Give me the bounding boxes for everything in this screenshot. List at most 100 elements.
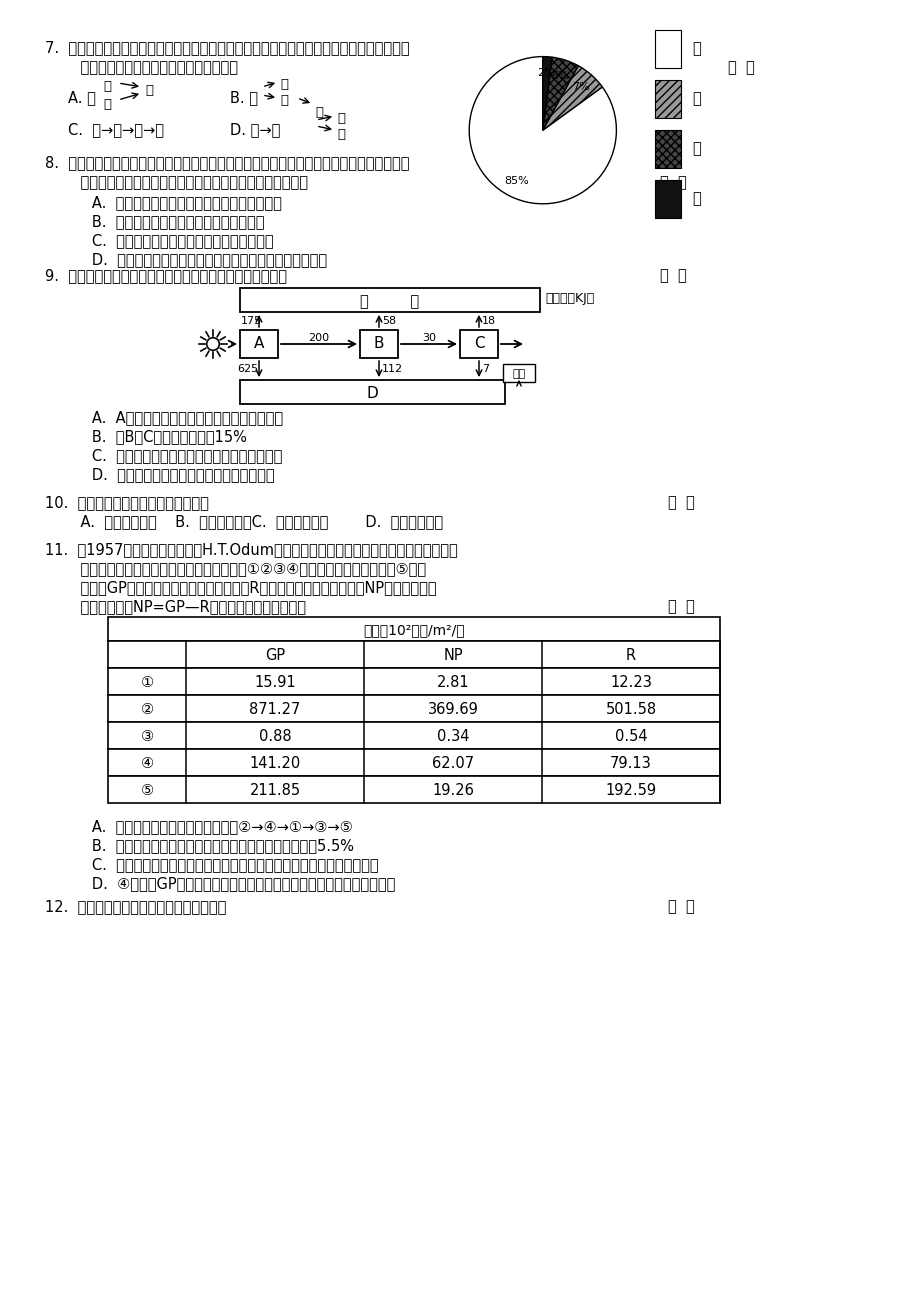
Text: 0.34: 0.34 — [437, 729, 469, 743]
FancyBboxPatch shape — [108, 617, 720, 641]
Bar — [654, 130, 680, 168]
Text: （  ）: （ ） — [667, 599, 694, 615]
Text: 625: 625 — [237, 365, 258, 374]
Text: 丁: 丁 — [145, 83, 153, 96]
Text: （  ）: （ ） — [659, 174, 686, 190]
Text: NP: NP — [443, 648, 462, 663]
Text: GP: GP — [265, 648, 285, 663]
Text: 2%: 2% — [537, 68, 555, 78]
Text: 112: 112 — [381, 365, 403, 374]
Text: （  ）: （ ） — [727, 60, 754, 76]
Text: D.  ④营养级GP的去向中，未被利用的能量有一部分残留在自身的粪便中: D. ④营养级GP的去向中，未被利用的能量有一部分残留在自身的粪便中 — [78, 876, 395, 891]
Text: 丙: 丙 — [691, 142, 700, 156]
Text: A.  A固定的太阳能是流经此生态系统的总能量: A. A固定的太阳能是流经此生态系统的总能量 — [78, 410, 283, 424]
Bar — [654, 81, 680, 117]
Text: B.  由B到C的能量传递率是15%: B. 由B到C的能量传递率是15% — [78, 428, 246, 444]
Text: 12.23: 12.23 — [609, 674, 652, 690]
Text: 乙: 乙 — [103, 79, 111, 92]
Text: 11.  在1957年，美国的生态学家H.T.Odum对佛里达州的银泉进行了生态系统营养级和能量: 11. 在1957年，美国的生态学家H.T.Odum对佛里达州的银泉进行了生态系… — [45, 542, 458, 557]
Text: A.  生态系统能量流动的渠道可能是②→④→①→③→⑤: A. 生态系统能量流动的渠道可能是②→④→①→③→⑤ — [78, 819, 352, 835]
FancyBboxPatch shape — [240, 329, 278, 358]
Text: ⑤: ⑤ — [141, 783, 153, 798]
Text: 9.  下图为某生态系统能量传递示意图。有关叙述不正确的是: 9. 下图为某生态系统能量传递示意图。有关叙述不正确的是 — [45, 268, 287, 283]
Text: 30: 30 — [422, 333, 436, 342]
Text: ③: ③ — [141, 729, 153, 743]
Text: 甲: 甲 — [691, 42, 700, 56]
FancyBboxPatch shape — [240, 288, 539, 312]
FancyBboxPatch shape — [359, 329, 398, 358]
Text: 甲: 甲 — [279, 78, 288, 91]
Text: 乙: 乙 — [691, 91, 700, 107]
Wedge shape — [542, 56, 551, 130]
Text: 200: 200 — [308, 333, 329, 342]
Text: D. 甲→乙: D. 甲→乙 — [230, 122, 280, 137]
Text: 18: 18 — [482, 316, 495, 326]
Text: 19.26: 19.26 — [432, 783, 473, 798]
Wedge shape — [542, 57, 578, 130]
Text: 85%: 85% — [504, 176, 528, 186]
Text: 871.27: 871.27 — [249, 702, 301, 717]
Bar — [654, 180, 680, 217]
Text: 6%: 6% — [551, 70, 569, 81]
Text: A: A — [254, 336, 264, 352]
Bar — [654, 30, 680, 68]
Text: 0.54: 0.54 — [614, 729, 647, 743]
Text: B. 丁: B. 丁 — [230, 90, 257, 105]
FancyBboxPatch shape — [108, 749, 720, 776]
Text: 热         能: 热 能 — [360, 294, 419, 310]
Text: A.  农田生态系统    B.  湖泊生态系统C.  草原生态系统        D.  淡水生态系统: A. 农田生态系统 B. 湖泊生态系统C. 草原生态系统 D. 淡水生态系统 — [62, 514, 443, 529]
Text: 解者。GP表示生物同化作用固定的能量，R表示生物呼吸消耗的能量，NP表示生物体贮: 解者。GP表示生物同化作用固定的能量，R表示生物呼吸消耗的能量，NP表示生物体贮 — [62, 579, 437, 595]
Text: 12.  从裸岩到森林的演替过程中会发生的是: 12. 从裸岩到森林的演替过程中会发生的是 — [45, 898, 226, 914]
Text: C.  若该生态系统维持现在能量输入、输出水平，则有机物的总量会增多: C. 若该生态系统维持现在能量输入、输出水平，则有机物的总量会增多 — [78, 857, 379, 872]
Text: 501.58: 501.58 — [605, 702, 656, 717]
Text: 8.  烟草叶片受到某蛾幼虫的采食刺激后，会释放出挥发性的化学物质，这种化学物质白天会: 8. 烟草叶片受到某蛾幼虫的采食刺激后，会释放出挥发性的化学物质，这种化学物质白… — [45, 155, 409, 171]
Text: 7: 7 — [482, 365, 489, 374]
Text: 79.13: 79.13 — [609, 756, 652, 771]
Text: ④: ④ — [141, 756, 153, 771]
Text: 0.88: 0.88 — [258, 729, 291, 743]
Text: D.  自然选择会使控制烟草这种性状的基因的基因频率提高: D. 自然选择会使控制烟草这种性状的基因的基因频率提高 — [78, 253, 327, 267]
Text: 7%: 7% — [572, 82, 589, 92]
Text: D: D — [367, 387, 378, 401]
Text: 15.91: 15.91 — [254, 674, 296, 690]
Text: 211.85: 211.85 — [249, 783, 301, 798]
Text: 吸引此种蛾幼虫的天敌。依据此实例判断下列表述正确的是: 吸引此种蛾幼虫的天敌。依据此实例判断下列表述正确的是 — [62, 174, 308, 190]
Text: A.  天敌是影响蛾幼虫种群数量变化的推一因素: A. 天敌是影响蛾幼虫种群数量变化的推一因素 — [78, 195, 281, 210]
Text: C.  甲→乙→丙→丁: C. 甲→乙→丙→丁 — [68, 122, 164, 137]
Text: （  ）: （ ） — [667, 495, 694, 510]
Text: 192.59: 192.59 — [605, 783, 656, 798]
Text: 2.81: 2.81 — [437, 674, 469, 690]
Text: 丁: 丁 — [691, 191, 700, 207]
Text: 丙: 丙 — [336, 112, 345, 125]
Text: C.  烟草的此种特性使其免于各种昆虫的侵害: C. 烟草的此种特性使其免于各种昆虫的侵害 — [78, 233, 273, 247]
Text: B.  此种蛾幼虫与烟草之间一定是竞争关系: B. 此种蛾幼虫与烟草之间一定是竞争关系 — [78, 214, 265, 229]
Text: （  ）: （ ） — [659, 268, 686, 283]
Text: 7.  右图表示某生态系统中，四种生物所同化的有机物的量占该生态系统有机物总量的比例，: 7. 右图表示某生态系统中，四种生物所同化的有机物的量占该生态系统有机物总量的比… — [45, 40, 409, 55]
Wedge shape — [542, 65, 602, 130]
FancyBboxPatch shape — [108, 776, 720, 803]
Text: 369.69: 369.69 — [427, 702, 478, 717]
Text: B: B — [373, 336, 384, 352]
Text: C.  生态系统能量流动的渠道是食物链、食物网: C. 生态系统能量流动的渠道是食物链、食物网 — [78, 448, 282, 464]
Wedge shape — [469, 56, 616, 204]
Text: D.  生态系统的功能只有物质循环和能量流动: D. 生态系统的功能只有物质循环和能量流动 — [78, 467, 275, 482]
Text: 丁: 丁 — [336, 128, 345, 141]
Text: 丙: 丙 — [314, 105, 323, 118]
Text: 流动情况的调查，下表是调查结果。表中的①②③④分别表示不同的营养级，⑤为分: 流动情况的调查，下表是调查结果。表中的①②③④分别表示不同的营养级，⑤为分 — [62, 561, 425, 575]
Text: R: R — [625, 648, 635, 663]
Text: （单位：KJ）: （单位：KJ） — [544, 292, 594, 305]
Text: 10.  下列生态系统中，最容易退化的是: 10. 下列生态系统中，最容易退化的是 — [45, 495, 209, 510]
Text: C: C — [473, 336, 483, 352]
Text: 乙: 乙 — [279, 94, 288, 107]
FancyBboxPatch shape — [108, 668, 720, 695]
FancyBboxPatch shape — [108, 695, 720, 723]
FancyBboxPatch shape — [503, 365, 535, 381]
Text: 58: 58 — [381, 316, 396, 326]
Text: 62.07: 62.07 — [431, 756, 473, 771]
Text: 则这四种生物之间的食物关系最可能的是: 则这四种生物之间的食物关系最可能的是 — [62, 60, 238, 76]
Text: 热能: 热能 — [512, 368, 525, 379]
Text: 175: 175 — [241, 316, 262, 326]
Text: 存着的能量（NP=GP—R），下列叙述中正确的是: 存着的能量（NP=GP—R），下列叙述中正确的是 — [62, 599, 306, 615]
FancyBboxPatch shape — [108, 641, 720, 668]
FancyBboxPatch shape — [108, 723, 720, 749]
